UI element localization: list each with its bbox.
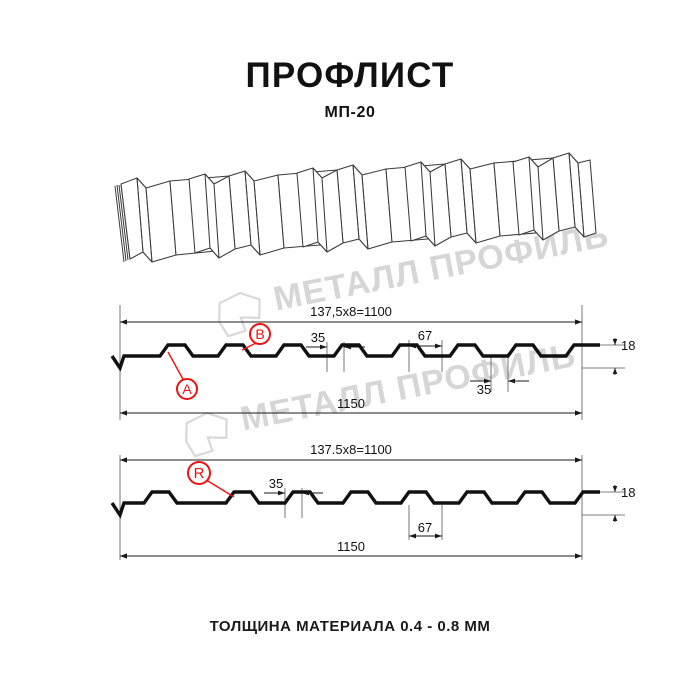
watermark-middle: МЕТАЛЛ ПРОФИЛЬ — [185, 336, 579, 458]
callout-b: B — [241, 323, 271, 351]
dimension-valley-label: 35 — [477, 382, 491, 397]
callout-b-label: B — [255, 326, 264, 342]
dimension-wide: 67 — [409, 520, 442, 539]
model-designation: МП-20 — [324, 104, 376, 121]
dimension-valley: 35 — [470, 378, 529, 397]
dimension-height-label: 18 — [621, 338, 635, 353]
dimension-crest-label: 35 — [311, 330, 325, 345]
profile-outline — [110, 490, 600, 519]
dimension-top-label: 137,5x8=1100 — [310, 304, 392, 319]
watermark-logo-icon — [185, 411, 228, 458]
dimension-height: 18 — [612, 338, 635, 375]
material-thickness-note: ТОЛЩИНА МАТЕРИАЛА 0.4 - 0.8 ММ — [209, 618, 491, 635]
callout-r-label: R — [194, 465, 205, 482]
watermark-label: МЕТАЛЛ ПРОФИЛЬ — [237, 336, 579, 438]
dimension-wide-label: 67 — [418, 328, 432, 343]
cross-section-one: 137,5x8=1100 1150 18 35 — [110, 304, 635, 420]
dimension-top: 137,5x8=1100 — [120, 304, 582, 325]
dimension-bottom: 1150 — [120, 539, 582, 559]
dimension-top-label: 137.5x8=1100 — [310, 442, 392, 457]
dimension-height: 18 — [612, 485, 635, 522]
callout-r: R — [187, 461, 235, 498]
rib-fold-lines — [136, 152, 585, 263]
cross-section-two: 137.5x8=1100 1150 18 35 — [110, 442, 635, 560]
dimension-height-label: 18 — [621, 485, 635, 500]
rib-group-secondary — [188, 156, 560, 259]
dimension-bottom-label: 1150 — [337, 539, 365, 554]
callout-a: A — [167, 351, 198, 400]
isometric-profile-sheet — [114, 152, 597, 263]
watermark-logo-icon — [218, 291, 261, 338]
dimension-bottom-label: 1150 — [337, 396, 365, 411]
callout-a-label: A — [182, 381, 192, 397]
page-title: ПРОФЛИСТ — [245, 56, 455, 95]
dimension-top: 137.5x8=1100 — [120, 442, 582, 463]
dimension-bottom: 1150 — [120, 396, 582, 416]
profile-outline — [110, 343, 600, 372]
dimension-crest-label: 35 — [269, 476, 283, 491]
dimension-wide-label: 67 — [418, 520, 432, 535]
